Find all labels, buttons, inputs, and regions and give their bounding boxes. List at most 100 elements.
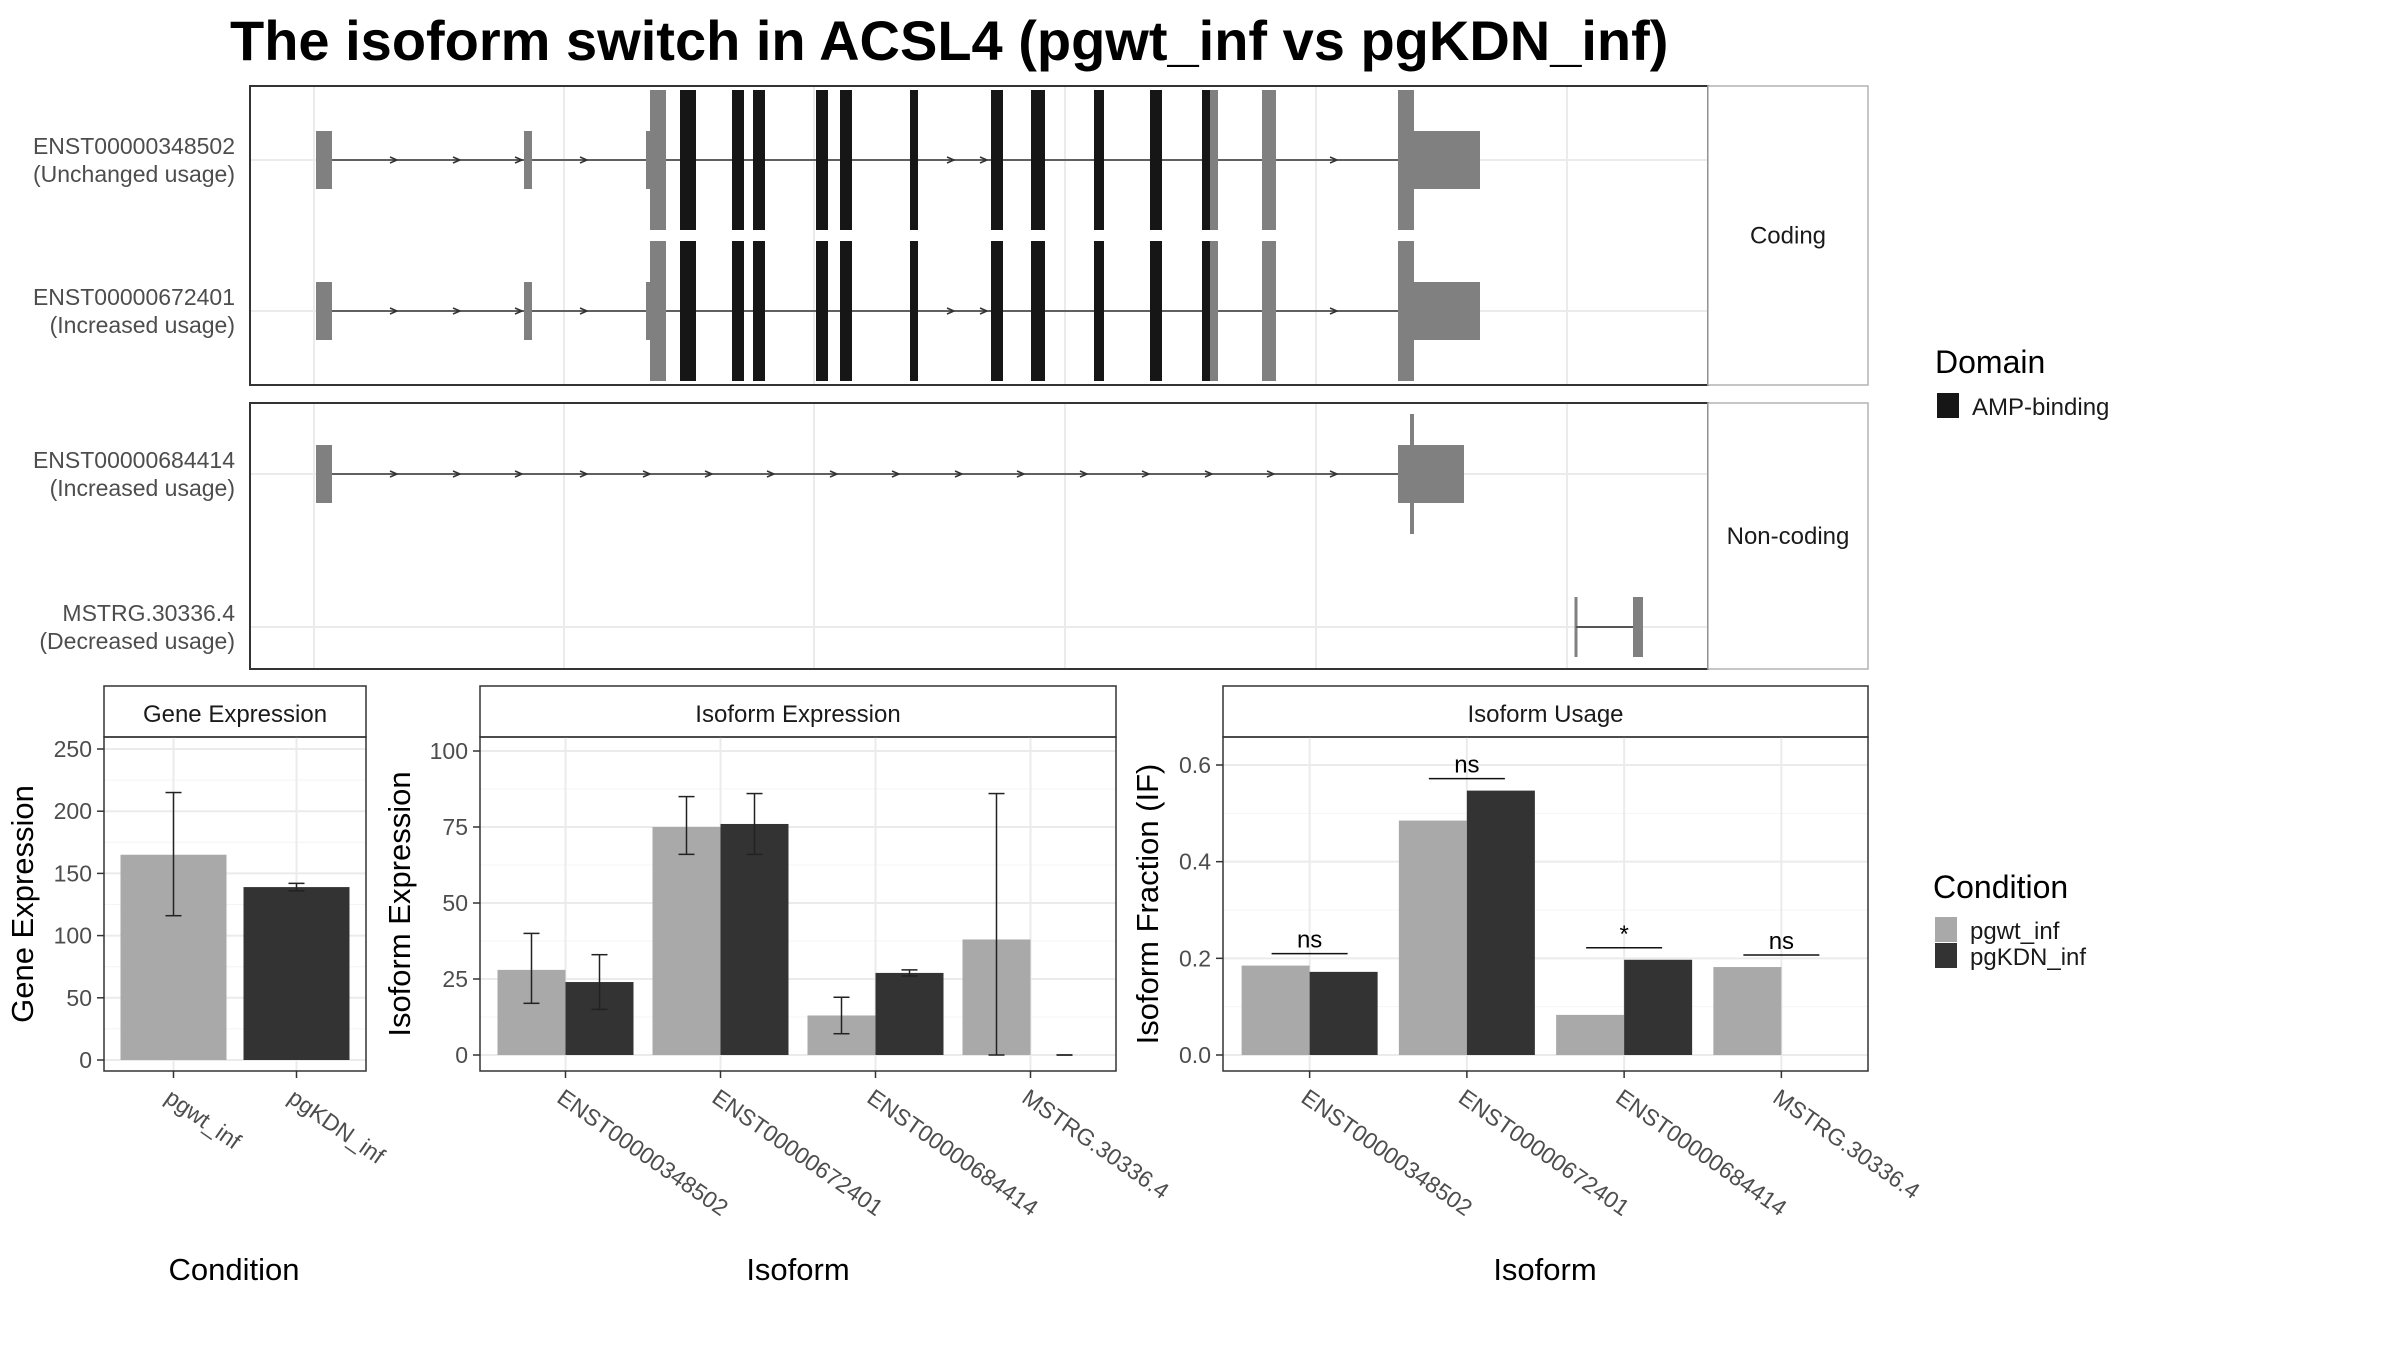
intron-arrow	[1329, 307, 1339, 315]
amp-binding-domain	[753, 90, 765, 230]
y-tick-label: 0.4	[1179, 849, 1211, 875]
amp-binding-domain	[991, 241, 1003, 381]
isoform-label-id: ENST00000672401	[33, 284, 235, 310]
y-tick-label: 0	[79, 1047, 92, 1073]
panel-border	[1222, 736, 1869, 1072]
intron-arrow	[766, 470, 776, 478]
y-tick-label: 0.6	[1179, 752, 1211, 778]
exon	[1633, 597, 1643, 657]
x-tick-label: ENST00000684414	[863, 1084, 1044, 1221]
intron-arrow	[389, 156, 399, 164]
y-axis-title: Isoform Expression	[382, 771, 417, 1036]
cds-exon	[1398, 241, 1414, 381]
bar	[875, 972, 944, 1055]
condition-legend: Condition pgwt_inf pgKDN_inf	[1933, 869, 2086, 971]
bar	[1466, 790, 1535, 1055]
y-tick-label: 200	[54, 798, 92, 824]
bar	[1398, 820, 1467, 1055]
y-tick-label: 50	[442, 890, 468, 916]
intron-arrow	[979, 307, 989, 315]
amp-binding-domain	[1031, 241, 1045, 381]
bar	[1309, 971, 1378, 1055]
isoform-label-id: ENST00000348502	[33, 133, 235, 159]
condition-legend-title: Condition	[1933, 869, 2068, 905]
isoform-label-note: (Increased usage)	[50, 312, 235, 338]
y-tick-label: 0.2	[1179, 945, 1211, 971]
domain-legend-title: Domain	[1935, 344, 2045, 380]
cds-exon	[1262, 241, 1276, 381]
bar	[243, 887, 350, 1060]
pgkdn-inf-swatch	[1935, 943, 1957, 968]
amp-binding-domain	[1202, 90, 1210, 230]
intron-arrow	[514, 307, 524, 315]
bar	[1241, 965, 1310, 1055]
x-tick-label: MSTRG.30336.4	[1769, 1084, 1925, 1204]
isoform-label-note: (Unchanged usage)	[33, 161, 235, 187]
bar	[652, 827, 721, 1055]
facet-strip	[1707, 85, 1869, 386]
utr-exon	[646, 282, 652, 340]
isoform-label-note: (Decreased usage)	[39, 628, 235, 654]
panel-strip	[103, 685, 367, 738]
intron-arrow	[514, 470, 524, 478]
amp-binding-domain	[1202, 241, 1210, 381]
intron-arrow	[452, 307, 462, 315]
utr-exon	[316, 282, 332, 340]
chart-panel-1: Gene Expression 0 50 100 150 200 250 pgwt_inf pg…	[5, 685, 391, 1287]
y-tick-label: 0	[455, 1042, 468, 1068]
x-tick-label: pgwt_inf	[161, 1084, 247, 1155]
significance-label: ns	[1454, 752, 1479, 779]
intron-arrow	[1141, 470, 1151, 478]
intron-arrow	[946, 156, 956, 164]
y-tick-label: 100	[54, 923, 92, 949]
amp-binding-domain	[816, 241, 828, 381]
utr-exon	[1414, 131, 1480, 189]
x-tick-label: MSTRG.30336.4	[1018, 1084, 1174, 1204]
x-tick-label: ENST00000348502	[553, 1084, 733, 1221]
exon	[316, 445, 332, 503]
intron-arrow	[452, 156, 462, 164]
amp-binding-domain	[840, 90, 852, 230]
facet-strip-label: Coding	[1750, 223, 1826, 250]
facet-border	[249, 85, 1709, 386]
intron-arrow	[1329, 470, 1339, 478]
y-tick-label: 100	[430, 738, 468, 764]
chart-panel-3: Isoform Usage 0.0 0.2 0.4 0.6 ns ENST000003485…	[1130, 685, 1925, 1287]
domain-legend: Domain AMP-binding	[1935, 344, 2109, 421]
intron-arrow	[1016, 470, 1026, 478]
intron-arrow	[1329, 156, 1339, 164]
y-tick-label: 50	[66, 985, 92, 1011]
y-tick-label: 0.0	[1179, 1042, 1211, 1068]
significance-label: ns	[1297, 927, 1322, 954]
x-tick-label: ENST00000684414	[1611, 1084, 1792, 1221]
intron-arrow	[452, 470, 462, 478]
utr-exon	[1414, 282, 1480, 340]
utr-exon	[646, 131, 652, 189]
cds-exon	[650, 241, 666, 381]
panel-strip-title: Isoform Expression	[695, 701, 900, 728]
intron-arrow	[514, 156, 524, 164]
amp-binding-domain	[680, 90, 696, 230]
intron-arrow	[891, 470, 901, 478]
amp-binding-domain	[732, 90, 744, 230]
amp-binding-domain	[1094, 90, 1104, 230]
pgkdn-inf-label: pgKDN_inf	[1970, 944, 2086, 971]
x-tick-label: pgKDN_inf	[284, 1084, 391, 1169]
x-tick-label: ENST00000348502	[1297, 1084, 1477, 1221]
panel-strip	[479, 685, 1117, 738]
cds-exon	[1210, 241, 1218, 381]
isoform-label-id: ENST00000684414	[33, 447, 235, 473]
intron-arrow	[954, 470, 964, 478]
intron-arrow	[642, 470, 652, 478]
amp-binding-label: AMP-binding	[1972, 394, 2109, 421]
amp-binding-domain	[910, 90, 918, 230]
y-axis-title: Isoform Fraction (IF)	[1130, 764, 1165, 1045]
amp-binding-domain	[1150, 241, 1162, 381]
y-tick-label: 75	[442, 814, 468, 840]
x-tick-label: ENST00000672401	[1454, 1084, 1634, 1221]
x-axis-title: Condition	[169, 1252, 300, 1287]
amp-binding-domain	[753, 241, 765, 381]
utr-exon	[524, 282, 532, 340]
